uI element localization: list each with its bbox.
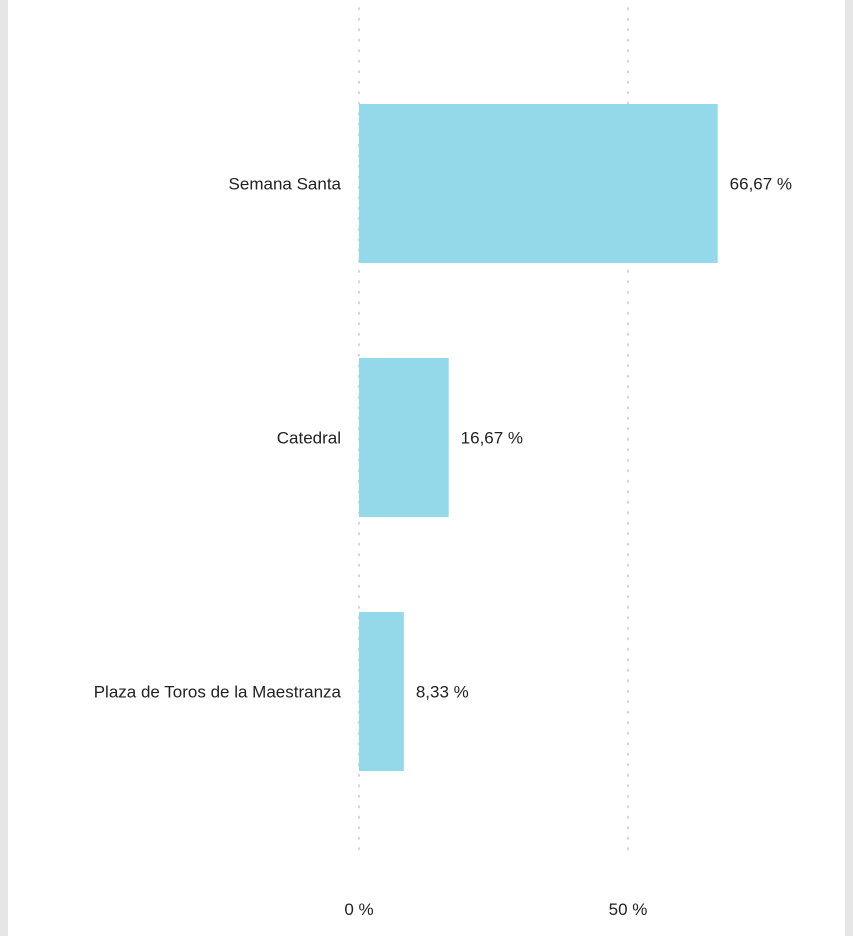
- value-label-3: 8,33 %: [416, 683, 469, 702]
- bar-1: [359, 104, 718, 263]
- bar-2: [359, 358, 449, 517]
- category-label-2: Catedral: [277, 429, 341, 448]
- bars: [359, 104, 718, 771]
- category-labels: Semana Santa Catedral Plaza de Toros de la…: [94, 175, 342, 702]
- category-label-1: Semana Santa: [229, 175, 342, 194]
- category-label-3: Plaza de Toros de la Maestranza: [94, 683, 342, 702]
- bar-3: [359, 612, 404, 771]
- x-tick-label-0: 0 %: [344, 900, 373, 919]
- chart-panel: Semana Santa Catedral Plaza de Toros de la…: [8, 0, 845, 936]
- value-label-1: 66,67 %: [730, 175, 792, 194]
- value-label-2: 16,67 %: [461, 429, 523, 448]
- x-axis-tick-labels: 0 % 50 %: [344, 900, 647, 919]
- bar-chart: Semana Santa Catedral Plaza de Toros de la…: [94, 7, 792, 919]
- x-tick-label-50: 50 %: [609, 900, 648, 919]
- value-labels: 66,67 % 16,67 % 8,33 %: [416, 175, 792, 702]
